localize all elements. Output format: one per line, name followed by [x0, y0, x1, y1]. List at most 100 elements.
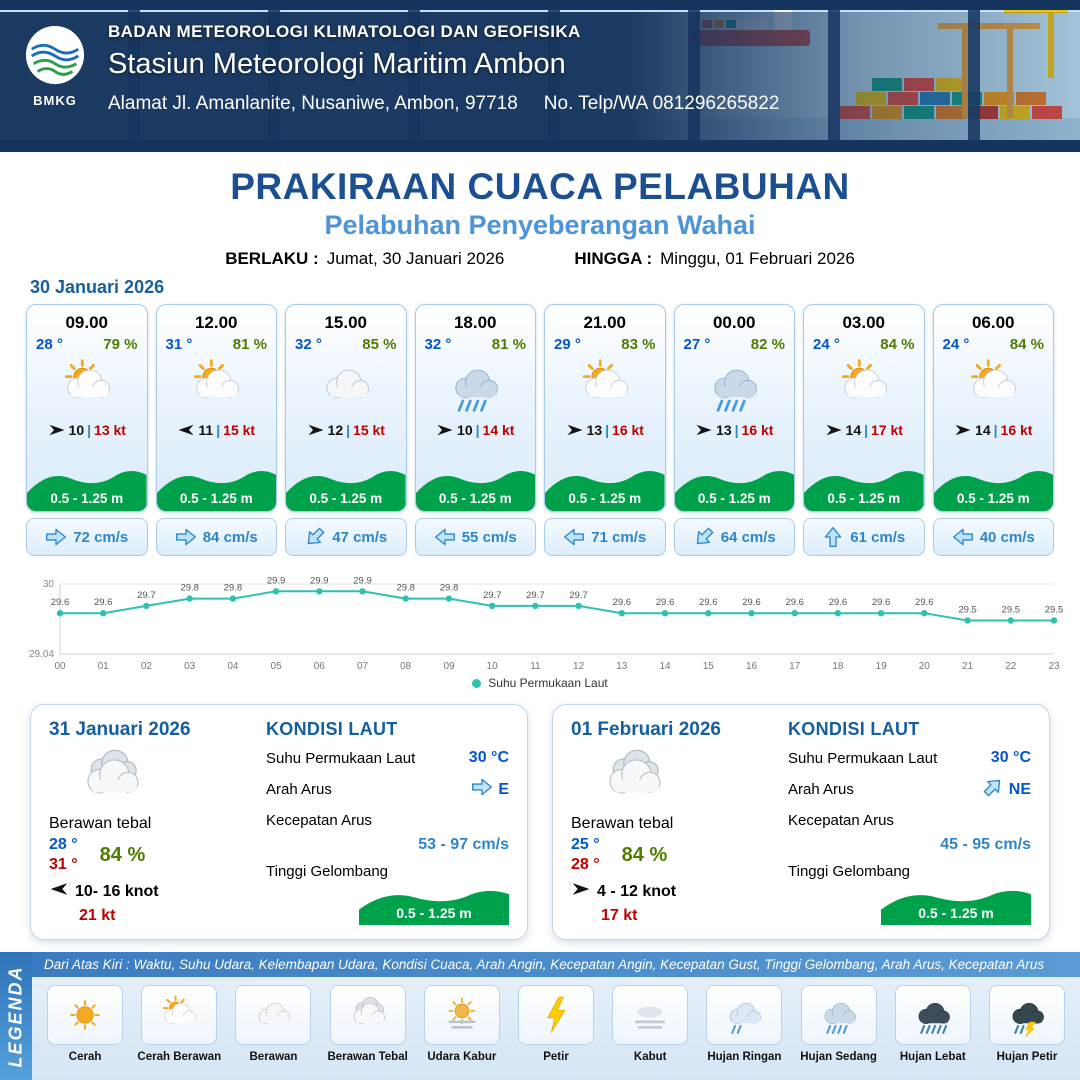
wave-height-badge: 0.5 - 1.25 m [881, 884, 1031, 925]
svg-text:22: 22 [1005, 661, 1017, 672]
valid-from-label: BERLAKU : [225, 249, 319, 268]
wind-speed: 10 [457, 422, 473, 438]
daily-wind-direction-arrow-icon [571, 879, 591, 904]
wave-height-value: 0.5 - 1.25 m [396, 905, 472, 921]
wind-gust: 16 kt [612, 422, 644, 438]
forecast-card-body: 06.00 24 ° 84 % 14 | 16 kt 0.5 - 1.25 m [932, 304, 1054, 512]
svg-text:29.6: 29.6 [613, 597, 632, 608]
wind-gust: 14 kt [482, 422, 515, 438]
legend-weather-icon [894, 985, 971, 1045]
svg-text:16: 16 [746, 661, 758, 672]
wind-gust: 17 kt [871, 422, 903, 438]
legend-item: Hujan Lebat [888, 985, 978, 1063]
humidity: 81 % [491, 336, 526, 353]
forecast-time: 21.00 [583, 313, 627, 332]
wave-height-value: 0.5 - 1.25 m [918, 905, 994, 921]
current-direction-arrow-icon [471, 776, 493, 803]
svg-text:01: 01 [98, 661, 110, 672]
forecast-card-body: 21.00 29 ° 83 % 13 | 16 kt 0.5 - 1.25 m [544, 304, 666, 512]
page-subtitle: Pelabuhan Penyeberangan Wahai [324, 210, 756, 240]
legend-weather-icon [47, 985, 124, 1045]
wave-height-band: 0.5 - 1.25 m [286, 463, 406, 511]
sst-chart-plot: 30 29.04 29.6 00 29.6 01 29.7 02 29.8 03 29.8 04 29.… [14, 564, 1066, 676]
daily-wind-range: 4 - 12 knot [597, 882, 677, 900]
daily-temps-row: 28 ° 31 ° 84 % [49, 835, 256, 875]
wave-height-band: 0.5 - 1.25 m [415, 463, 535, 511]
legend-item-label: Kabut [633, 1051, 667, 1063]
svg-text:29.8: 29.8 [440, 583, 459, 594]
air-temperature: 24 ° [813, 336, 840, 353]
air-temperature: 31 ° [165, 336, 193, 353]
daily-summary-row: 31 Januari 2026 Berawan tebal 28 ° 31 ° … [30, 704, 1050, 940]
current-speed: 64 cm/s [720, 528, 776, 546]
legend-item: Kabut [605, 985, 695, 1063]
weather-icon [834, 354, 894, 418]
weather-icon [704, 354, 764, 418]
forecast-card-body: 12.00 31 ° 81 % 11 | 15 kt 0.5 - 1.25 m [155, 304, 277, 512]
temp-humidity-row: 24 ° 84 % [804, 336, 924, 353]
forecast-time: 12.00 [194, 313, 238, 332]
wave-height-band: 0.5 - 1.25 m [156, 463, 276, 511]
wind-speed: 11 [198, 422, 214, 438]
wind-row: 13 | 16 kt [566, 421, 644, 439]
forecast-card: 15.00 32 ° 85 % 12 | 15 kt 0.5 - 1.25 m … [285, 304, 407, 556]
wave-height-band: 0.5 - 1.25 m [933, 463, 1053, 511]
svg-text:29.6: 29.6 [51, 597, 70, 608]
humidity: 81 % [232, 336, 267, 353]
forecast-date-label: 30 Januari 2026 [30, 277, 165, 297]
svg-text:03: 03 [184, 661, 196, 672]
sst-label: Suhu Permukaan Laut [788, 749, 938, 767]
phone-label: No. Telp/WA [543, 93, 648, 114]
forecast-card: 03.00 24 ° 84 % 14 | 17 kt 0.5 - 1.25 m … [803, 304, 925, 556]
forecast-card: 09.00 28 ° 79 % 10 | 13 kt 0.5 - 1.25 m … [26, 304, 148, 556]
legend-weather-icon [988, 985, 1065, 1045]
svg-text:29.7: 29.7 [526, 590, 545, 601]
header: BMKG BADAN METEOROLOGI KLIMATOLOGI DAN G… [0, 0, 1080, 152]
forecast-card-body: 00.00 27 ° 82 % 13 | 16 kt 0.5 - 1.25 m [673, 304, 795, 512]
forecast-time: 15.00 [324, 313, 368, 332]
wave-height-band: 0.5 - 1.25 m [545, 463, 665, 511]
current-direction-label: Arah Arus [266, 781, 332, 798]
temp-humidity-row: 27 ° 82 % [675, 336, 795, 353]
wind-separator: | [734, 422, 739, 438]
current-speed-row: Kecepatan Arus [266, 812, 509, 829]
hourly-forecast-row: 09.00 28 ° 79 % 10 | 13 kt 0.5 - 1.25 m … [26, 304, 1054, 556]
svg-text:09: 09 [443, 661, 455, 672]
legend-item: Hujan Sedang [794, 985, 884, 1063]
svg-text:29.7: 29.7 [137, 590, 156, 601]
svg-text:11: 11 [530, 661, 541, 672]
legend-item: Petir [511, 985, 601, 1063]
svg-text:29.8: 29.8 [396, 583, 415, 594]
legend-weather-icon [800, 985, 877, 1045]
air-temperature: 27 ° [683, 336, 711, 353]
current-direction-row: Arah Arus NE [788, 776, 1031, 803]
legend-item-label: Hujan Sedang [800, 1051, 877, 1063]
svg-text:00: 00 [54, 661, 66, 672]
legend-item-label: Berawan [249, 1051, 298, 1063]
wave-height-value: 0.5 - 1.25 m [309, 491, 383, 506]
svg-text:29.9: 29.9 [353, 575, 372, 586]
sst-chart: 30 29.04 29.6 00 29.6 01 29.7 02 29.8 03 29.8 04 29.… [14, 564, 1066, 690]
legend-item: Hujan Petir [982, 985, 1072, 1063]
svg-text:29.8: 29.8 [180, 583, 199, 594]
current-direction-text: E [498, 780, 509, 798]
air-temperature: 32 ° [424, 336, 452, 353]
daily-temp-min: 25 ° [571, 836, 600, 853]
wave-height-band: 0.5 - 1.25 m [804, 463, 924, 511]
daily-wind-gust: 17 kt [601, 907, 638, 924]
legend-item-label: Hujan Petir [996, 1051, 1058, 1063]
current-speed-label: Kecepatan Arus [788, 812, 894, 829]
wind-separator: | [216, 422, 221, 438]
svg-text:10: 10 [487, 661, 499, 672]
current-direction-arrow-icon [822, 526, 844, 548]
svg-text:29.6: 29.6 [742, 597, 761, 608]
valid-from-value: Jumat, 30 Januari 2026 [326, 249, 505, 268]
weather-icon [963, 354, 1023, 418]
daily-condition: Berawan tebal [571, 815, 674, 832]
wind-row: 12 | 15 kt [307, 421, 385, 439]
wave-height-row: Tinggi Gelombang [266, 863, 509, 880]
legend-weather-icon [329, 985, 406, 1045]
forecast-card: 12.00 31 ° 81 % 11 | 15 kt 0.5 - 1.25 m … [155, 304, 277, 556]
current-speed-label: Kecepatan Arus [266, 812, 372, 829]
